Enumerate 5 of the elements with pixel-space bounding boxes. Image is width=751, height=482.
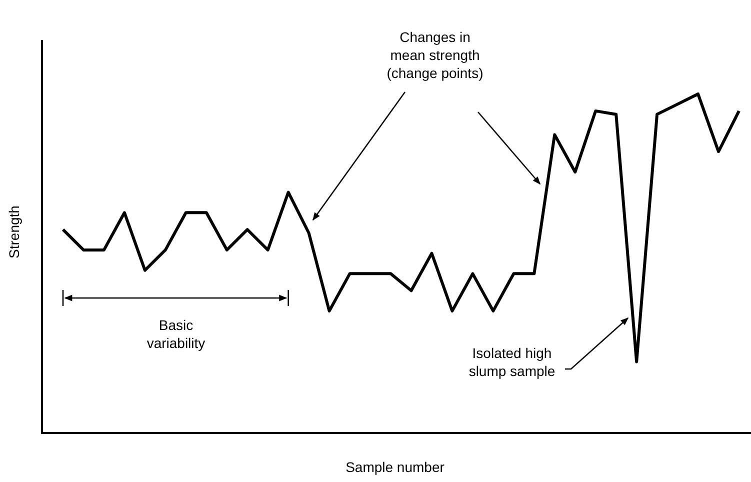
x-axis-title: Sample number <box>346 459 445 475</box>
y-axis-title: Strength <box>6 206 22 258</box>
annotation: Basic variability <box>146 317 206 351</box>
text: Changes in mean strength (change points) <box>386 29 484 81</box>
annotation: Isolated high slump sample <box>468 345 556 379</box>
